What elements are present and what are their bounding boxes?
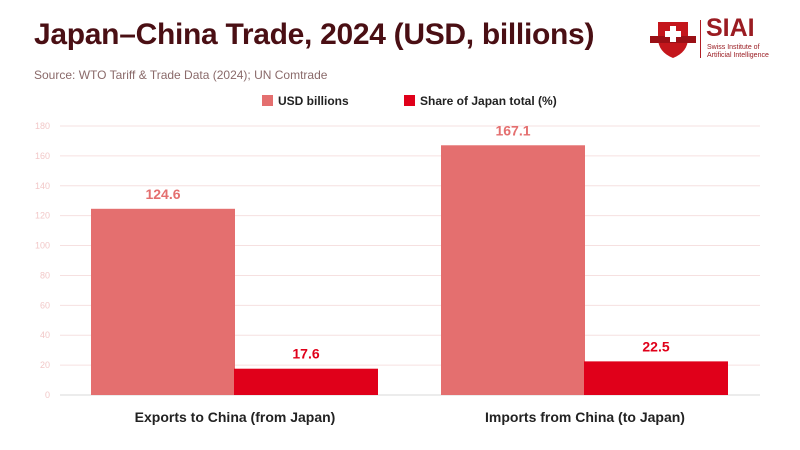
y-tick-label: 80 xyxy=(40,270,50,280)
legend-swatch xyxy=(404,95,415,106)
shield-logo-icon xyxy=(650,22,696,58)
chart-title: Japan–China Trade, 2024 (USD, billions) xyxy=(34,18,595,51)
y-tick-label: 60 xyxy=(40,300,50,310)
data-label: 17.6 xyxy=(292,346,319,362)
logo-subtitle: Swiss Institute of Artificial Intelligenc… xyxy=(707,44,769,60)
data-label: 167.1 xyxy=(495,122,530,138)
bar xyxy=(441,145,585,395)
data-label: 22.5 xyxy=(642,338,669,354)
legend-label: USD billions xyxy=(278,94,349,108)
logo-subtitle-1: Swiss Institute of xyxy=(707,44,760,51)
logo-divider xyxy=(700,20,701,58)
legend-swatch xyxy=(262,95,273,106)
logo-subtitle-2: Artificial Intelligence xyxy=(707,52,769,59)
source-note: Source: WTO Tariff & Trade Data (2024); … xyxy=(34,68,328,82)
x-category-label: Imports from China (to Japan) xyxy=(485,409,685,425)
y-tick-label: 180 xyxy=(35,121,50,131)
y-tick-label: 20 xyxy=(40,360,50,370)
bar xyxy=(234,368,378,395)
y-tick-label: 40 xyxy=(40,330,50,340)
siai-logo: SIAI Swiss Institute of Artificial Intell… xyxy=(648,14,788,62)
logo-name: SIAI xyxy=(706,14,755,42)
y-tick-label: 120 xyxy=(35,211,50,221)
y-tick-label: 160 xyxy=(35,151,50,161)
bar xyxy=(91,208,235,395)
y-tick-label: 0 xyxy=(45,390,50,400)
y-tick-label: 100 xyxy=(35,241,50,251)
bar xyxy=(584,361,728,395)
y-tick-label: 140 xyxy=(35,181,50,191)
data-label: 124.6 xyxy=(145,186,180,202)
legend-label: Share of Japan total (%) xyxy=(420,94,557,108)
x-category-label: Exports to China (from Japan) xyxy=(135,409,336,425)
